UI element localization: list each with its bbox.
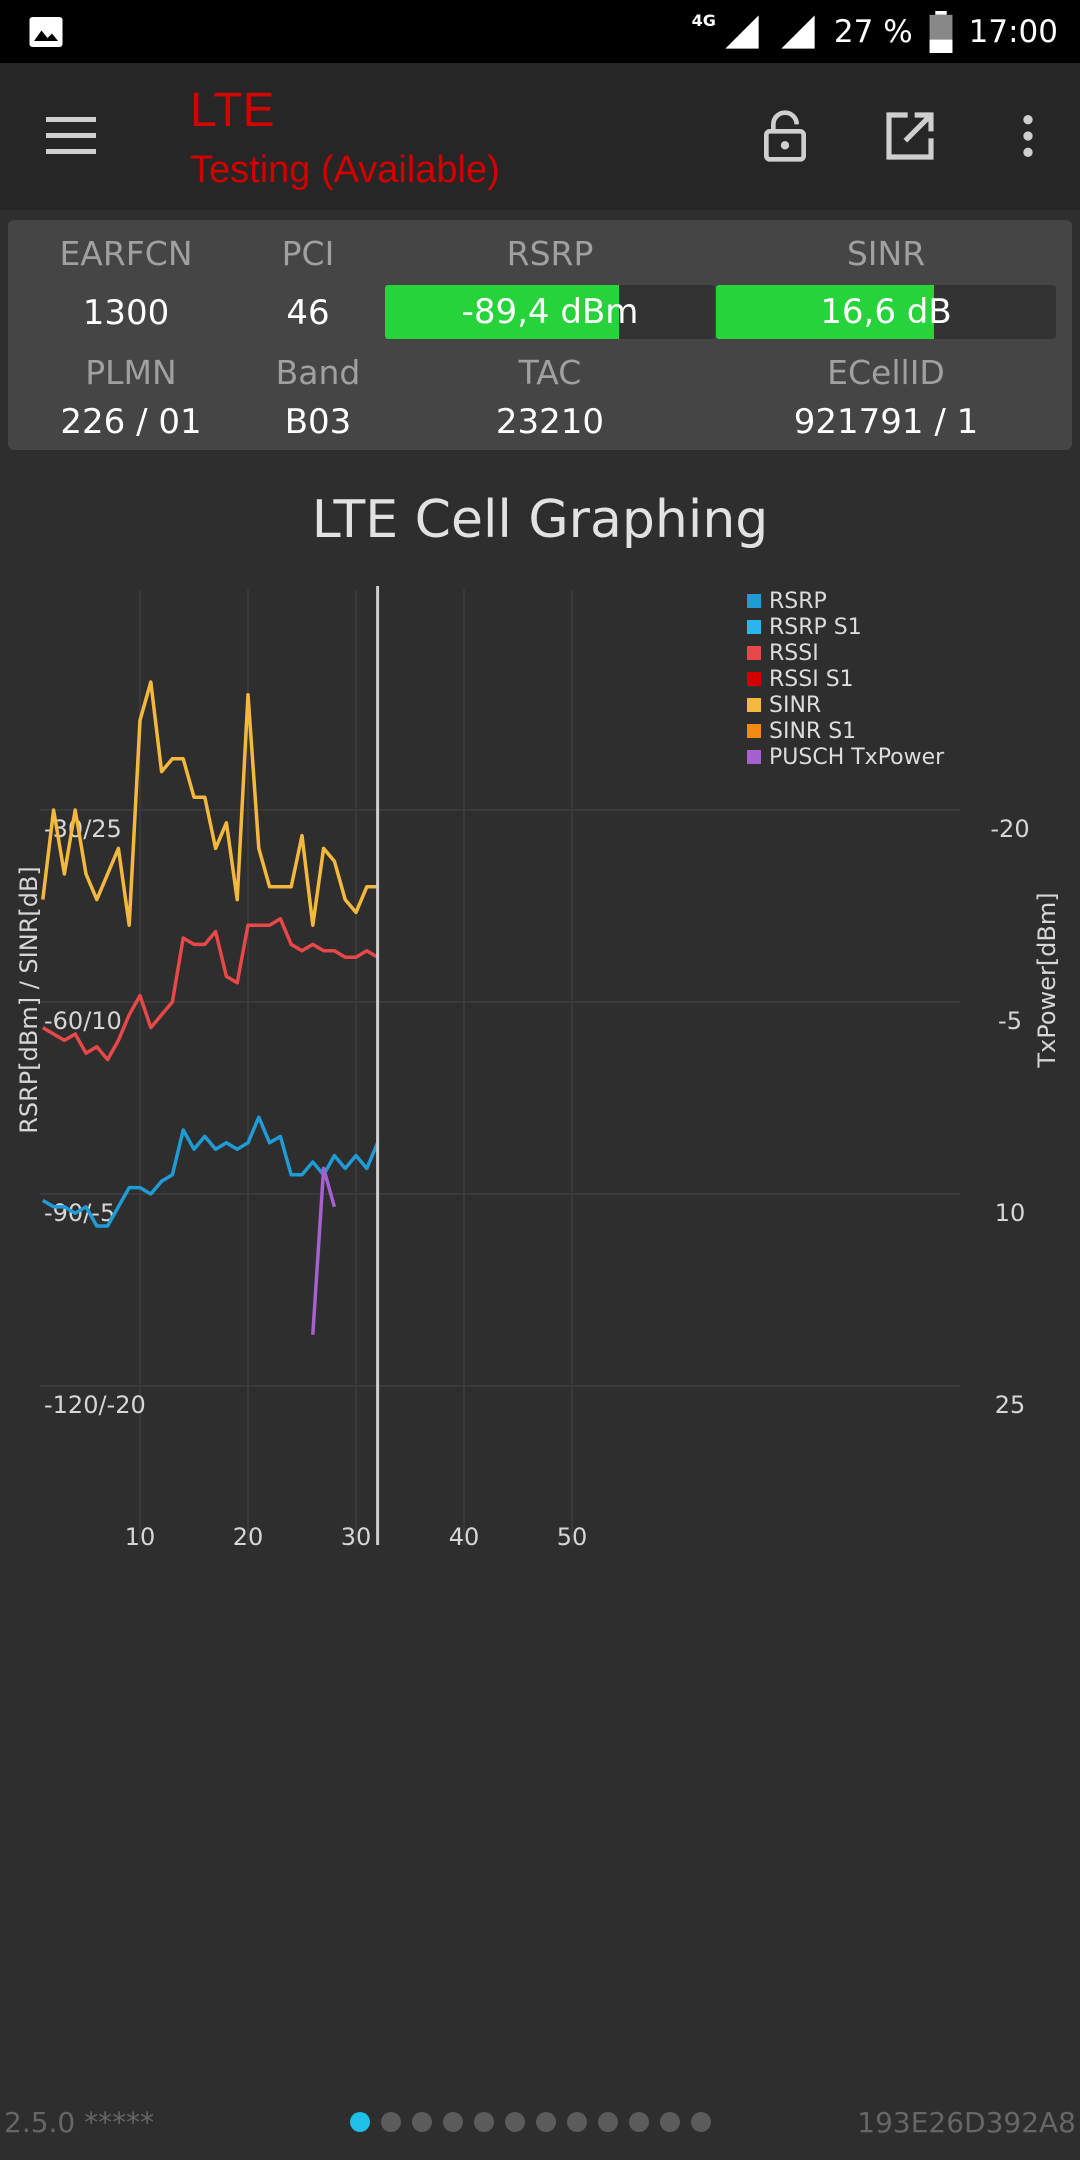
page-dot[interactable] <box>381 2112 401 2132</box>
y2-tick-label: -5 <box>998 1007 1022 1035</box>
status-bar: 4G 27 % 17:00 <box>0 0 1080 63</box>
cell-info-panel: EARFCN 1300 PCI 46 RSRP -89,4 dBm SINR 1… <box>8 220 1072 450</box>
page-dot[interactable] <box>629 2112 649 2132</box>
page-dot[interactable] <box>505 2112 525 2132</box>
y2-tick-label: -20 <box>990 815 1029 843</box>
clock: 17:00 <box>968 14 1058 50</box>
page-dot[interactable] <box>474 2112 494 2132</box>
more-vert-icon[interactable] <box>1000 108 1056 164</box>
page-subtitle: Testing (Available) <box>190 149 500 191</box>
page-dot[interactable] <box>691 2112 711 2132</box>
earfcn-label: EARFCN <box>59 234 193 273</box>
image-notification-icon <box>28 14 64 54</box>
legend-swatch <box>747 594 761 608</box>
plmn-value: 226 / 01 <box>60 402 202 442</box>
earfcn-value: 1300 <box>82 293 170 333</box>
legend-item: PUSCH TxPower <box>769 745 945 770</box>
menu-icon[interactable] <box>44 111 100 161</box>
y-axis-title: RSRP[dBm] / SINR[dB] <box>15 866 43 1134</box>
battery-icon <box>929 11 953 53</box>
legend-swatch <box>747 698 761 712</box>
page-indicator[interactable] <box>350 2112 711 2132</box>
lock-icon[interactable] <box>757 108 813 164</box>
x-tick-label: 50 <box>557 1523 588 1551</box>
ecellid-label: ECellID <box>827 353 945 392</box>
signal-icon <box>725 15 759 49</box>
app-toolbar: LTE Testing (Available) <box>0 63 1080 210</box>
legend-item: SINR <box>769 693 821 718</box>
x-tick-label: 10 <box>125 1523 156 1551</box>
page-dot[interactable] <box>660 2112 680 2132</box>
x-tick-label: 30 <box>341 1523 372 1551</box>
page-dot[interactable] <box>443 2112 463 2132</box>
pci-value: 46 <box>286 293 330 333</box>
page-dot[interactable] <box>598 2112 618 2132</box>
y-tick-label: -60/10 <box>44 1007 122 1035</box>
band-value: B03 <box>284 402 352 442</box>
series-line-rssi <box>41 917 379 1062</box>
page-dot[interactable] <box>412 2112 432 2132</box>
plmn-label: PLMN <box>85 353 177 392</box>
sinr-value: 16,6 dB <box>820 292 952 332</box>
page-dot[interactable] <box>536 2112 556 2132</box>
open-external-icon[interactable] <box>882 108 938 164</box>
ecellid-value: 921791 / 1 <box>793 402 979 442</box>
signal-icon-2 <box>781 15 815 49</box>
legend-swatch <box>747 646 761 660</box>
battery-percent: 27 % <box>833 14 913 50</box>
legend-swatch <box>747 750 761 764</box>
device-id: 193E26D392A8 <box>857 2106 1076 2139</box>
tac-label: TAC <box>518 353 582 392</box>
chart-title: LTE Cell Graphing <box>311 490 769 550</box>
legend-item: SINR S1 <box>769 719 856 744</box>
series-line-pusch-txpower <box>311 1166 337 1335</box>
legend-item: RSSI <box>769 641 819 666</box>
page-title: LTE <box>190 84 275 137</box>
rsrp-bar: -89,4 dBm <box>385 285 715 339</box>
app-version: 2.5.0 ***** <box>4 2106 155 2139</box>
y-tick-label: -120/-20 <box>44 1391 146 1419</box>
y2-tick-label: 25 <box>995 1391 1026 1419</box>
pci-label: PCI <box>281 234 335 273</box>
sinr-label: SINR <box>846 234 926 273</box>
lte-graph-chart[interactable]: 10 20 30 40 50-30/25-60/10-90/-5-120/-20-20-… <box>0 560 1080 1560</box>
sinr-bar-fill <box>716 285 934 339</box>
legend-item: RSRP <box>769 589 827 614</box>
x-tick-label: 40 <box>449 1523 480 1551</box>
tac-value: 23210 <box>495 402 605 442</box>
y2-tick-label: 10 <box>995 1199 1026 1227</box>
legend-item: RSRP S1 <box>769 615 862 640</box>
rsrp-label: RSRP <box>506 234 594 273</box>
legend-item: RSSI S1 <box>769 667 854 692</box>
page-dot[interactable] <box>567 2112 587 2132</box>
legend-swatch <box>747 620 761 634</box>
y2-axis-title: TxPower[dBm] <box>1033 892 1061 1068</box>
sinr-bar: 16,6 dB <box>716 285 1056 339</box>
x-tick-label: 20 <box>233 1523 264 1551</box>
rsrp-value: -89,4 dBm <box>461 292 639 332</box>
network-type: 4G <box>691 10 716 30</box>
legend-swatch <box>747 672 761 686</box>
legend-swatch <box>747 724 761 738</box>
series-line-sinr <box>41 680 378 927</box>
page-dot[interactable] <box>350 2112 370 2132</box>
y-tick-label: -90/-5 <box>44 1199 115 1227</box>
band-label: Band <box>275 353 361 392</box>
rsrp-bar-fill <box>385 285 620 339</box>
